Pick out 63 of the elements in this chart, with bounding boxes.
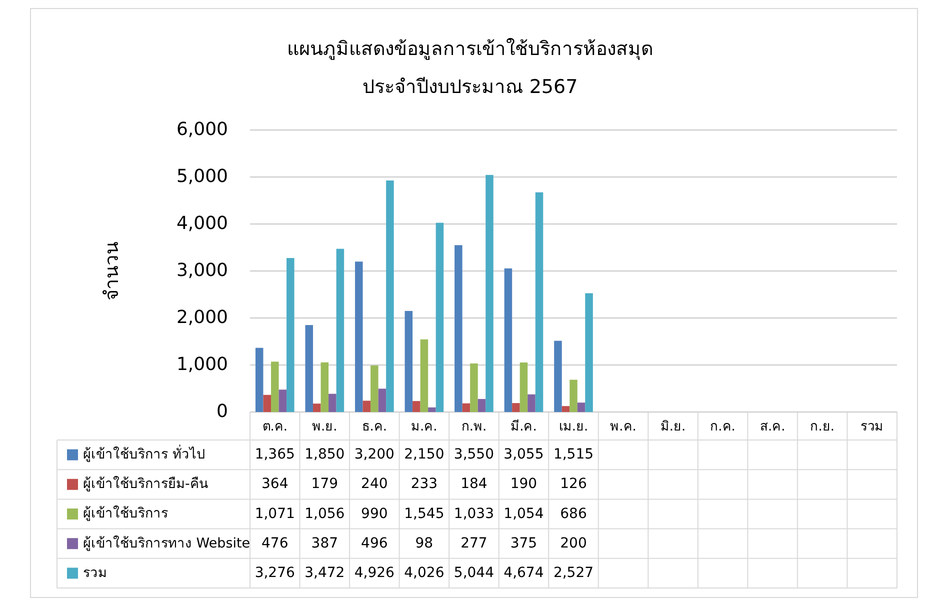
data-label: 496: [361, 535, 388, 552]
xtick: ธ.ค.: [362, 420, 388, 435]
legend-label: ผู้เข้าใช้บริการทาง Website: [83, 535, 250, 552]
data-label: 4,926: [354, 565, 394, 582]
data-label: 2,527: [553, 565, 594, 582]
data-label: 126: [560, 476, 587, 492]
data-label: 1,850: [304, 446, 345, 463]
ytick: 0: [216, 400, 228, 422]
xtick: ต.ค.: [262, 420, 288, 435]
data-label: 1,515: [553, 446, 594, 463]
data-label: 190: [510, 476, 538, 492]
ytick: 1,000: [176, 354, 228, 375]
xtick: ม.ค.: [411, 420, 438, 435]
ytick: 5,000: [176, 166, 228, 187]
data-label: 1,545: [404, 506, 444, 522]
data-label: 200: [560, 535, 587, 552]
ytick: 6,000: [176, 118, 228, 140]
xtick: มิ.ย.: [660, 420, 686, 435]
ytick: 3,000: [176, 260, 228, 281]
data-label: 1,056: [304, 506, 345, 522]
data-label: 4,674: [504, 565, 544, 582]
data-label: 3,200: [354, 446, 394, 463]
data-label: 3,472: [304, 565, 345, 582]
xtick: ส.ค.: [760, 420, 786, 435]
data-label: 387: [311, 535, 338, 552]
xtick: ก.ค.: [710, 420, 736, 435]
xtick: รวม: [860, 420, 884, 435]
data-label: 375: [510, 535, 538, 552]
data-label: 184: [460, 476, 488, 492]
data-label: 1,365: [254, 446, 295, 463]
data-label: 3,276: [254, 565, 295, 582]
ylabel: จำนวน: [101, 242, 124, 300]
data-label: 3,550: [454, 446, 494, 463]
data-label: 179: [311, 476, 338, 492]
ytick: 4,000: [176, 212, 228, 234]
data-label: 2,150: [404, 446, 444, 463]
title: แผนภูมิแสดงข้อมูลการเข้าใช้บริการห้องสมุด: [287, 38, 653, 60]
legend-label: ผู้เข้าใช้บริการ ทั่วไป: [83, 446, 206, 462]
data-label: 5,044: [454, 565, 494, 582]
xtick: มี.ค.: [510, 420, 537, 435]
data-label: 277: [460, 535, 488, 552]
xtick: พ.ค.: [610, 420, 636, 435]
data-label: 990: [361, 506, 388, 522]
data-label: 4,026: [404, 565, 444, 582]
ytick: 2,000: [176, 306, 228, 328]
subtitle: ประจำปีงบประมาณ 2567: [362, 76, 578, 98]
data-label: 686: [560, 506, 587, 522]
data-label: 476: [262, 535, 288, 552]
xtick: พ.ย.: [312, 420, 338, 435]
data-label: 1,054: [504, 506, 544, 522]
data-label: 1,033: [454, 506, 494, 522]
data-label: 3,055: [504, 446, 544, 463]
data-label: 98: [415, 535, 434, 552]
xtick: เม.ย.: [558, 420, 588, 435]
data-label: 364: [262, 476, 288, 492]
xtick: ก.ย.: [810, 420, 834, 435]
data-label: 233: [410, 476, 438, 492]
data-label: 240: [361, 476, 388, 492]
xtick: ก.พ.: [461, 420, 487, 435]
legend-label: รวม: [83, 564, 107, 581]
legend-label: ผู้เข้าใช้บริการยืม-คืน: [83, 476, 208, 492]
data-label: 1,071: [254, 506, 295, 522]
legend-label: ผู้เข้าใช้บริการ: [83, 506, 168, 522]
